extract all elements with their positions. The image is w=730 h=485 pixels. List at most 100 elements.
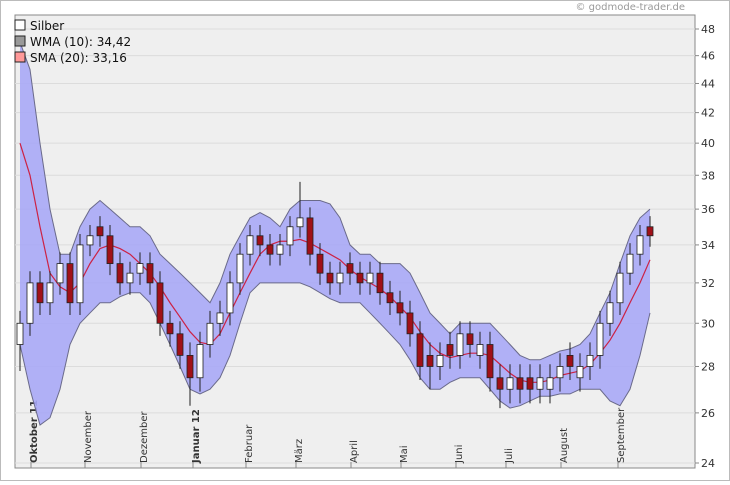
candle-body	[466, 333, 474, 345]
candle-body	[596, 322, 604, 356]
candle-body	[586, 354, 594, 367]
candle-body	[416, 333, 424, 367]
band-upper	[19, 42, 651, 361]
x-tick-label: Oktober 11	[29, 400, 40, 463]
legend-label: Silber	[30, 19, 64, 33]
candle-body	[106, 235, 114, 265]
candle-body	[46, 282, 54, 304]
candle-body	[486, 344, 494, 379]
x-tick-label: September	[616, 407, 627, 463]
candle-body	[136, 263, 144, 274]
candle-body	[146, 263, 154, 284]
candle-body	[536, 377, 544, 390]
candle-body	[36, 282, 44, 304]
candle-body	[446, 344, 454, 356]
candle-body	[646, 226, 654, 237]
legend-swatch	[14, 51, 26, 63]
band-area	[20, 42, 650, 426]
candle-body	[626, 253, 634, 274]
candle-body	[16, 322, 24, 345]
candle-body	[266, 244, 274, 255]
candle-body	[426, 354, 434, 367]
candle-body	[166, 322, 174, 335]
candle-body	[516, 377, 524, 390]
candle-body	[566, 354, 574, 367]
sma-line	[19, 142, 651, 383]
y-tick-label: 44	[701, 77, 715, 90]
candle-body	[286, 226, 294, 246]
candle-body	[476, 344, 484, 356]
candle-body	[126, 272, 134, 284]
x-tick-label: August	[559, 428, 570, 463]
x-tick-label: November	[83, 410, 94, 463]
candle-body	[576, 366, 584, 379]
candle-body	[346, 263, 354, 274]
y-tick-label: 40	[701, 137, 715, 150]
legend-swatch	[14, 35, 26, 47]
x-tick-label: Dezember	[139, 411, 150, 463]
x-tick-label: Juli	[504, 448, 515, 464]
legend-swatch	[14, 19, 26, 31]
candle-body	[96, 226, 104, 237]
candle-body	[506, 377, 514, 390]
y-tick-label: 34	[701, 239, 715, 252]
candle-body	[326, 272, 334, 284]
y-tick-label: 30	[701, 317, 715, 330]
y-tick-label: 24	[701, 457, 715, 470]
candle-body	[56, 263, 64, 284]
candle-body	[406, 312, 414, 335]
candle-body	[246, 235, 254, 255]
y-tick-label: 28	[701, 360, 715, 373]
x-tick-label: Juni	[454, 445, 465, 464]
x-tick-label: März	[294, 439, 305, 463]
candle-body	[356, 272, 364, 284]
candle-body	[256, 235, 264, 246]
candle-body	[546, 377, 554, 390]
candle-body	[606, 302, 614, 324]
candle-body	[196, 344, 204, 379]
y-tick-label: 26	[701, 407, 715, 420]
candle-body	[616, 272, 624, 304]
x-tick-label: April	[349, 440, 360, 463]
y-tick-label: 48	[701, 23, 715, 36]
candle-body	[176, 333, 184, 356]
candle-body	[316, 253, 324, 274]
x-tick-label: Mai	[399, 445, 410, 463]
y-tick-label: 32	[701, 277, 715, 290]
candle-body	[336, 272, 344, 284]
candle-body	[636, 235, 644, 255]
candle-body	[156, 282, 164, 324]
candle-body	[296, 217, 304, 228]
y-tick-label: 36	[701, 203, 715, 216]
y-tick-label: 38	[701, 169, 715, 182]
watermark: © godmode-trader.de	[576, 2, 686, 13]
x-tick-label: Februar	[244, 424, 255, 463]
candle-body	[436, 354, 444, 367]
candle-body	[366, 272, 374, 284]
candle-body	[226, 282, 234, 314]
candle-body	[276, 244, 284, 255]
candle-body	[456, 333, 464, 356]
candle-body	[216, 312, 224, 324]
candle-body	[186, 354, 194, 379]
candle-body	[306, 217, 314, 255]
candle-body	[396, 302, 404, 314]
candle-body	[206, 322, 214, 345]
candle-body	[116, 263, 124, 284]
candle-body	[496, 377, 504, 390]
candle-body	[236, 253, 244, 284]
candle-body	[66, 263, 74, 304]
candle-body	[376, 272, 384, 294]
legend-label: SMA (20): 33,16	[30, 51, 127, 65]
candle-body	[26, 282, 34, 324]
legend-label: WMA (10): 34,42	[30, 35, 131, 49]
candle-body	[386, 292, 394, 304]
candle-body	[526, 377, 534, 390]
candle-body	[556, 366, 564, 379]
candle-body	[86, 235, 94, 246]
band-lower	[19, 282, 651, 426]
y-tick-label: 46	[701, 50, 715, 63]
candle-body	[76, 244, 84, 304]
y-tick-label: 42	[701, 107, 715, 120]
